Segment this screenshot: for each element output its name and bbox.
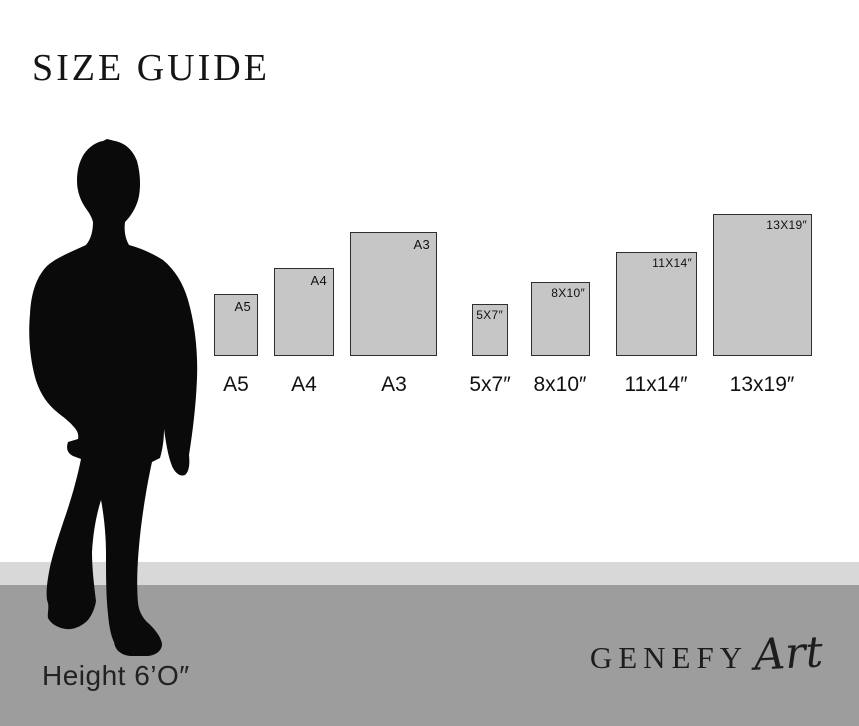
size-caption-5x7: 5x7″: [469, 373, 511, 396]
size-box-5x7-tag: 5X7″: [476, 308, 503, 322]
page-title: SIZE GUIDE: [32, 47, 270, 89]
size-caption-13x19: 13x19″: [729, 373, 795, 396]
size-box-11x14-tag: 11X14″: [652, 256, 692, 270]
size-caption-a5: A5: [223, 373, 249, 396]
size-caption-11x14: 11x14″: [624, 373, 688, 396]
size-box-a5: A5: [214, 294, 258, 356]
size-box-8x10-tag: 8X10″: [551, 286, 585, 300]
size-box-a3: A3: [350, 232, 437, 356]
size-box-11x14: 11X14″: [616, 252, 697, 356]
size-caption-a4: A4: [291, 373, 317, 396]
size-box-13x19: 13X19″: [713, 214, 812, 356]
size-box-a3-tag: A3: [413, 237, 430, 252]
brand-script-text: Art: [752, 627, 825, 681]
size-box-a4: A4: [274, 268, 334, 356]
brand-logo: GENEFY Art: [589, 627, 825, 681]
size-box-13x19-tag: 13X19″: [766, 218, 807, 232]
size-box-a5-tag: A5: [234, 299, 251, 314]
brand-name-text: GENEFY: [589, 640, 749, 675]
size-caption-8x10: 8x10″: [533, 373, 587, 396]
size-box-8x10: 8X10″: [531, 282, 590, 356]
size-caption-a3: A3: [381, 373, 407, 396]
size-box-a4-tag: A4: [310, 273, 327, 288]
size-box-5x7: 5X7″: [472, 304, 508, 356]
height-label: Height 6’O″: [42, 660, 190, 691]
wall-baseboard-stripe: [0, 562, 859, 585]
